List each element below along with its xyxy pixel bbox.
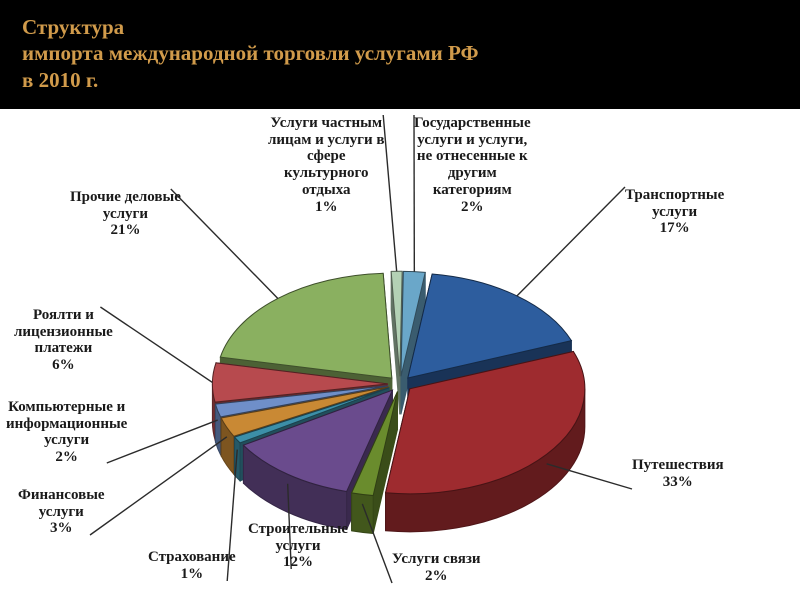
page-title: Структура импорта международной торговли… — [22, 14, 778, 93]
title-line-2: импорта международной торговли услугами … — [22, 41, 479, 65]
leader-line — [107, 420, 218, 463]
leader-line — [90, 437, 227, 535]
leader-line — [100, 307, 212, 382]
title-line-3: в 2010 г. — [22, 68, 98, 92]
title-bar: Структура импорта международной торговли… — [0, 0, 800, 109]
pie-chart-svg — [0, 109, 800, 609]
leader-line — [171, 189, 278, 298]
leader-line — [383, 115, 396, 271]
title-line-1: Структура — [22, 15, 124, 39]
pie-chart-container: Услуги частным лицам и услуги в сфере ку… — [0, 109, 800, 609]
leader-line — [517, 187, 625, 296]
